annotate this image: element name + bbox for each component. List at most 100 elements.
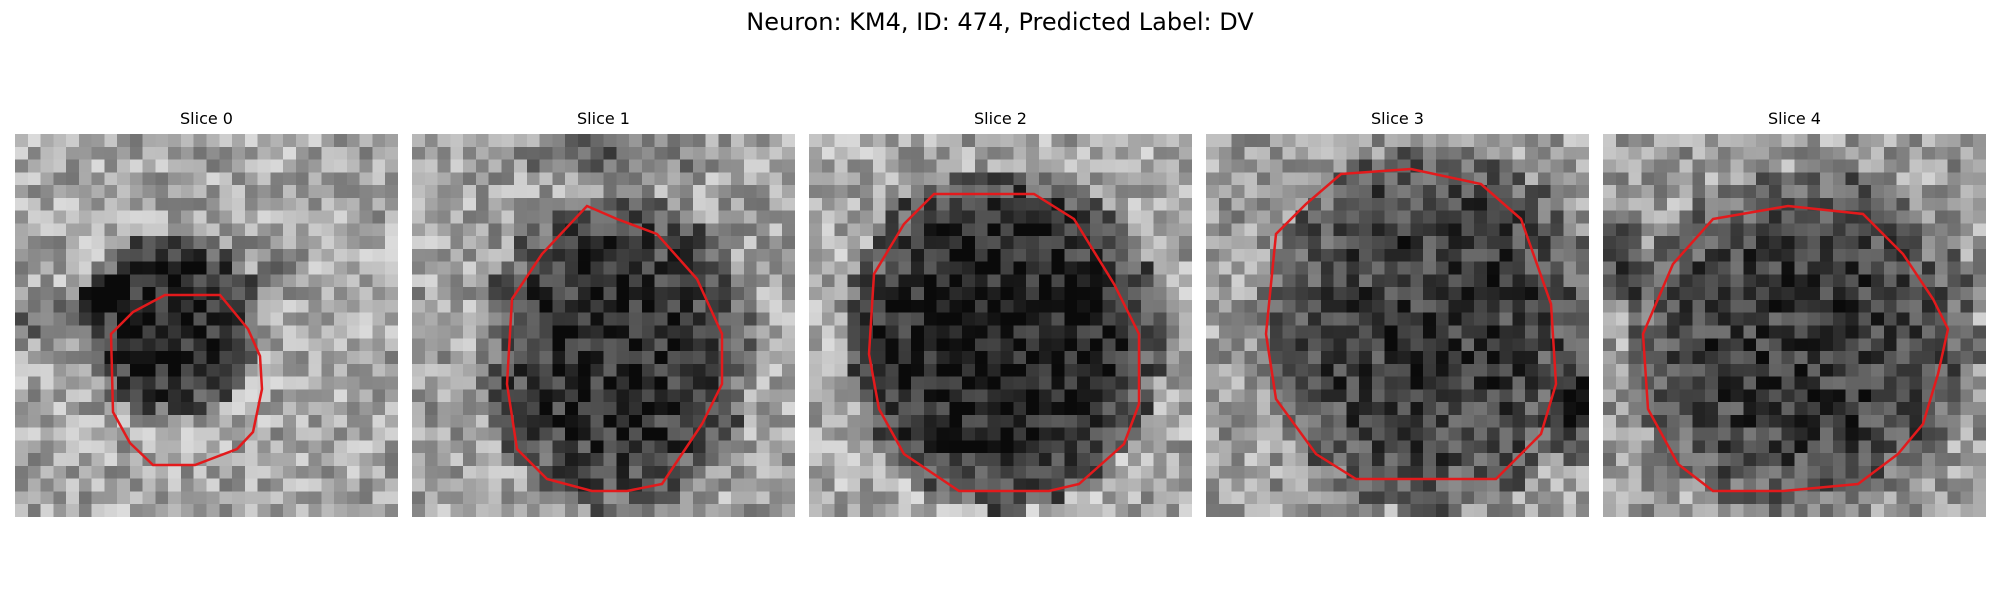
pixel: [66, 248, 80, 263]
pixel: [180, 274, 195, 288]
slice-image: [1603, 134, 1986, 517]
pixel: [372, 146, 386, 161]
pixel: [283, 197, 297, 212]
pixel: [1705, 299, 1719, 314]
pixel: [821, 491, 836, 505]
pixel: [385, 389, 398, 403]
pixel: [962, 274, 976, 288]
pixel: [1089, 185, 1104, 199]
slice-image: [809, 134, 1192, 517]
pixel: [949, 440, 963, 454]
pixel: [667, 210, 681, 224]
pixel: [1794, 223, 1808, 237]
pixel: [526, 465, 541, 480]
pixel: [1231, 223, 1245, 237]
pixel: [1909, 504, 1923, 517]
pixel: [359, 287, 373, 301]
pixel: [577, 185, 592, 199]
pixel: [1257, 376, 1271, 390]
pixel: [1257, 248, 1271, 263]
pixel: [1832, 287, 1847, 301]
pixel: [1000, 465, 1014, 480]
pixel: [1692, 261, 1706, 275]
pixel: [283, 134, 297, 148]
pixel: [1960, 389, 1974, 403]
pixel: [219, 223, 233, 237]
pixel: [821, 338, 836, 352]
pixel: [962, 236, 976, 250]
pixel: [552, 491, 566, 505]
pixel: [821, 185, 836, 199]
pixel: [155, 172, 169, 186]
pixel: [629, 453, 643, 467]
pixel: [1845, 134, 1859, 148]
pixel: [1153, 134, 1167, 148]
pixel: [1563, 402, 1577, 416]
pixel: [1448, 312, 1462, 326]
pixel: [1641, 274, 1655, 288]
pixel: [1756, 504, 1770, 517]
pixel: [1654, 453, 1668, 467]
pixel: [15, 325, 29, 339]
pixel: [1756, 274, 1770, 288]
pixel: [168, 236, 182, 250]
pixel: [463, 478, 477, 492]
pixel: [590, 299, 604, 314]
pixel: [1896, 172, 1910, 186]
pixel: [91, 325, 105, 339]
pixel: [1206, 351, 1220, 365]
pixel: [346, 185, 361, 199]
pixel: [295, 363, 310, 378]
pixel: [974, 223, 989, 237]
pixel: [1679, 414, 1693, 429]
pixel: [923, 402, 938, 416]
pixel: [1333, 478, 1347, 492]
pixel: [1499, 248, 1513, 263]
pixel: [206, 363, 220, 378]
pixel: [244, 197, 259, 212]
pixel: [526, 185, 541, 199]
pixel: [1768, 389, 1783, 403]
pixel: [1486, 185, 1501, 199]
pixel: [1448, 414, 1462, 429]
pixel: [142, 440, 156, 454]
pixel: [1474, 491, 1488, 505]
pixel: [1550, 351, 1564, 365]
pixel: [1858, 185, 1872, 199]
pixel: [1666, 236, 1681, 250]
pixel: [1474, 389, 1488, 403]
pixel: [1384, 248, 1398, 263]
pixel: [1282, 172, 1296, 186]
pixel: [1871, 478, 1885, 492]
pixel: [821, 134, 836, 148]
pixel: [539, 261, 553, 275]
pixel: [641, 427, 656, 441]
pixel: [1730, 363, 1744, 378]
pixel: [847, 325, 861, 339]
pixel: [769, 402, 783, 416]
pixel: [1692, 172, 1706, 186]
pixel: [424, 402, 439, 416]
pixel: [1679, 376, 1693, 390]
pixel: [1384, 287, 1398, 301]
pixel: [1346, 504, 1360, 517]
pixel: [78, 325, 93, 339]
pixel: [718, 491, 732, 505]
pixel: [756, 453, 770, 467]
pixel: [142, 159, 156, 173]
pixel: [463, 491, 477, 505]
pixel: [1628, 491, 1642, 505]
pixel: [1295, 414, 1309, 429]
pixel: [1820, 159, 1834, 173]
pixel: [1397, 248, 1411, 263]
pixel: [577, 248, 592, 263]
pixel: [1883, 389, 1898, 403]
pixel: [1077, 223, 1091, 237]
pixel: [1166, 491, 1180, 505]
pixel: [1089, 491, 1104, 505]
pixel: [295, 159, 310, 173]
pixel: [1038, 172, 1053, 186]
pixel: [1064, 172, 1078, 186]
pixel: [321, 491, 335, 505]
pixel: [1871, 338, 1885, 352]
